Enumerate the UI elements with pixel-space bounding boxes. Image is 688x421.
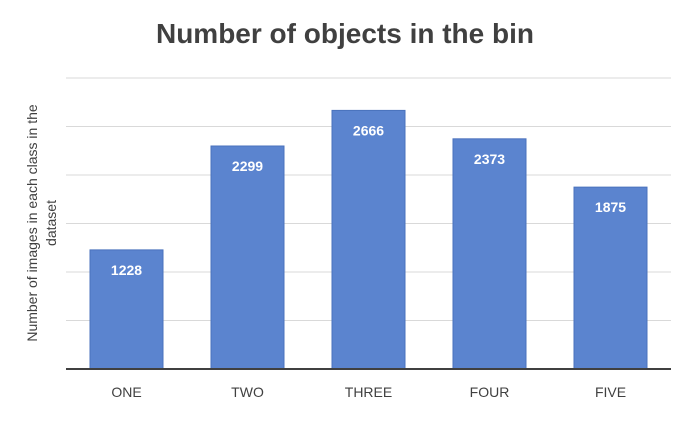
bar-two (210, 145, 285, 370)
data-label-five: 1875 (595, 199, 626, 215)
x-tick-label-one: ONE (111, 384, 141, 400)
chart-title: Number of objects in the bin (156, 18, 534, 49)
bar-four (452, 138, 527, 370)
x-tick-label-five: FIVE (595, 384, 626, 400)
data-label-four: 2373 (474, 151, 505, 167)
data-label-one: 1228 (111, 262, 142, 278)
data-label-two: 2299 (232, 158, 263, 174)
bars (89, 109, 648, 370)
bar-three (331, 109, 406, 370)
x-tick-label-four: FOUR (470, 384, 510, 400)
x-tick-label-three: THREE (345, 384, 392, 400)
y-axis-label: Number of images in each class in the dat… (24, 104, 59, 342)
x-tick-label-two: TWO (231, 384, 264, 400)
bar-five (573, 186, 648, 370)
x-tick-labels: ONE TWO THREE FOUR FIVE (111, 384, 626, 400)
data-labels: 1228 2299 2666 2373 1875 (111, 122, 626, 277)
data-label-three: 2666 (353, 122, 384, 138)
